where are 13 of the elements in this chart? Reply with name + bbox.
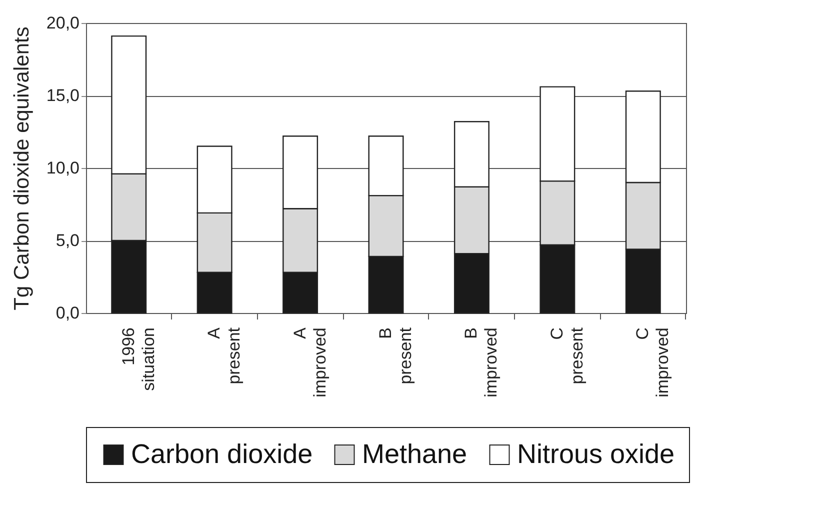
y-tick-label: 5,0 bbox=[56, 231, 80, 250]
y-tick-label: 0,0 bbox=[56, 304, 80, 322]
legend-label: Methane bbox=[362, 438, 468, 469]
legend-label: Nitrous oxide bbox=[517, 438, 675, 469]
x-tick-label: 1996 situation bbox=[118, 328, 158, 391]
x-tick-label: A present bbox=[204, 326, 244, 384]
legend-label: Carbon dioxide bbox=[131, 438, 313, 469]
x-tick-label: B present bbox=[376, 327, 415, 384]
x-tick-label: C present bbox=[547, 327, 586, 384]
y-axis-title: Tg Carbon dioxide equivalents bbox=[10, 26, 34, 310]
y-tick-label: 10,0 bbox=[46, 158, 80, 178]
y-tick-label: 20,0 bbox=[46, 14, 80, 32]
y-tick-label: 15,0 bbox=[46, 86, 80, 105]
